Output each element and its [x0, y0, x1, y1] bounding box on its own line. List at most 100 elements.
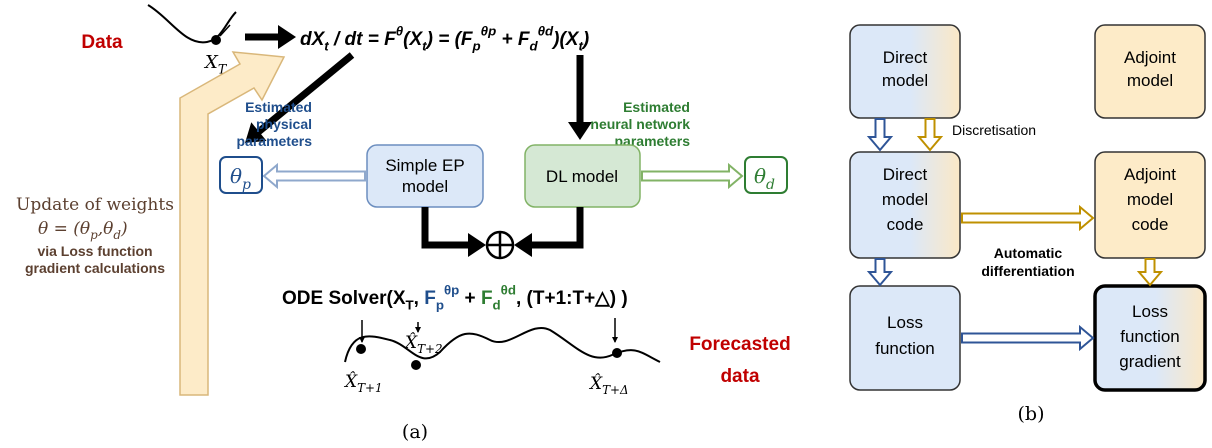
ode-solver-part: θd — [501, 283, 516, 298]
equation-part: d — [529, 39, 538, 54]
forecast-label-part: T+Δ — [602, 383, 628, 397]
hollow-arrow — [961, 324, 1095, 352]
hollow-arrow — [866, 258, 894, 287]
equation-part: + F — [496, 29, 531, 50]
theta-d: θd — [754, 164, 775, 193]
ode-solver: ODE Solver(XT, Fpθp + Fdθd, (T+1:T+△) ) — [282, 283, 628, 313]
forecast-point — [411, 360, 421, 370]
hollow-arrow — [866, 118, 894, 152]
theta-d-part: d — [766, 177, 775, 193]
pointer-head — [415, 327, 421, 333]
forecast-label: X̂T+Δ — [588, 374, 629, 397]
equation-part: p — [472, 39, 481, 54]
nn-params: Estimated — [623, 99, 690, 115]
direct-code-box — [849, 151, 961, 259]
hollow-arrow — [262, 162, 366, 190]
arrow — [245, 25, 296, 49]
equation-part: )(X — [551, 29, 580, 50]
theta-eq-part: θ = (θ — [38, 219, 90, 239]
adjoint-code-label: Adjoint — [1124, 165, 1176, 184]
theta-eq-part: ,θ — [98, 219, 114, 239]
connector — [421, 207, 470, 249]
theta-p: θp — [230, 164, 251, 193]
loss-gradient-label: function — [1120, 327, 1180, 346]
arrow — [466, 233, 486, 257]
theta-d-part: θ — [754, 164, 766, 188]
x-t-label-part: T — [218, 61, 228, 76]
discretisation-label: Discretisation — [952, 122, 1036, 138]
direct-code-label: code — [887, 215, 924, 234]
ode-solver-part: , (T+1:T+△) ) — [516, 288, 628, 309]
simple-ep-label: Simple EP — [385, 156, 464, 175]
forecast-label: X̂T+2 — [403, 333, 443, 356]
equation: dXt / dt = Fθ(Xt) = (Fpθp + Fdθd)(Xt) — [300, 24, 589, 54]
x-t-label: XT — [203, 52, 228, 76]
adjoint-code-label: code — [1132, 215, 1169, 234]
adjoint-model-label: Adjoint — [1124, 48, 1176, 67]
loss-function-label: function — [875, 339, 935, 358]
forecast-label-part: X̂ — [588, 374, 603, 394]
ode-solver-part: F — [424, 288, 436, 309]
pointer-head — [612, 337, 618, 343]
direct-model-label: model — [882, 71, 928, 90]
forecast-label-part: T+2 — [417, 342, 442, 356]
theta-p-part: θ — [230, 164, 242, 188]
autodiff-label: Automatic — [994, 245, 1063, 261]
loss-function-label: Loss — [887, 313, 923, 332]
equation-part: θd — [538, 24, 554, 39]
ode-solver-part: ODE Solver(X — [282, 288, 406, 309]
forecast-point — [356, 344, 366, 354]
ode-solver-part: T — [406, 298, 414, 313]
pointer — [219, 24, 231, 37]
arrow — [514, 233, 534, 257]
equation-part: / dt = F — [329, 29, 397, 50]
sum-sign — [487, 232, 513, 258]
ode-solver-part: , — [414, 288, 425, 309]
dl-model-label: DL model — [546, 167, 618, 186]
autodiff-label: differentiation — [981, 263, 1074, 279]
update-arrow — [179, 51, 286, 396]
forecasted-label: data — [720, 366, 760, 387]
loss-grad-label: gradient calculations — [25, 260, 165, 276]
caption-b: (b) — [1018, 403, 1045, 425]
arrow — [245, 52, 355, 144]
forecast-point — [612, 348, 622, 358]
loss-function-box — [849, 285, 961, 391]
input-curve — [147, 4, 237, 44]
theta-p-box — [219, 156, 263, 194]
equation-part: (X — [403, 29, 423, 50]
forecast-curve — [344, 327, 661, 363]
theta-p-part: p — [242, 177, 251, 193]
input-point — [211, 35, 221, 45]
equation-part: ) — [581, 29, 589, 50]
loss-grad-label: via Loss function — [37, 243, 152, 259]
physical-params: parameters — [237, 133, 313, 149]
direct-code-label: model — [882, 190, 928, 209]
equation-part: θ — [396, 24, 404, 39]
theta-eq-part: ) — [120, 219, 128, 239]
equation-part: ) = (F — [425, 29, 474, 50]
x-t-label-part: X — [203, 52, 219, 73]
hollow-arrow — [641, 162, 744, 190]
physical-params: physical — [256, 116, 312, 132]
ode-solver-part: p — [436, 298, 444, 313]
ode-solver-part: F — [481, 288, 493, 309]
connector — [530, 207, 584, 249]
arrow — [568, 55, 592, 140]
forecasted-label: Forecasted — [689, 334, 790, 355]
simple-ep-label: model — [402, 177, 448, 196]
physical-params: Estimated — [245, 99, 312, 115]
loss-gradient-label: gradient — [1119, 352, 1181, 371]
simple-ep-box — [366, 144, 484, 208]
equation-part: t — [578, 39, 583, 54]
forecast-label-part: X̂ — [343, 372, 358, 392]
equation-part: t — [324, 39, 329, 54]
hollow-arrow — [1136, 258, 1164, 287]
hollow-arrow — [961, 204, 1095, 232]
nn-params: neural network — [590, 116, 690, 132]
hollow-arrow — [916, 118, 944, 152]
direct-model-label: Direct — [883, 48, 928, 67]
ode-solver-part: d — [493, 298, 501, 313]
forecast-label-part: X̂ — [403, 333, 418, 353]
